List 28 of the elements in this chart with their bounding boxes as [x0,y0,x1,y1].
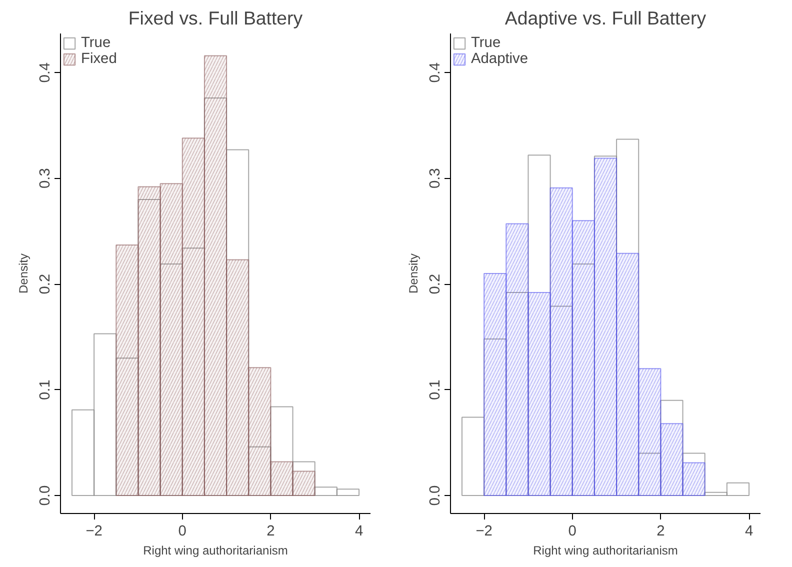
x-tick-label: 0 [568,524,576,540]
y-axis-title: Density [16,253,30,294]
x-tick-label: −2 [476,524,492,540]
y-tick-label: 0.3 [428,168,444,189]
x-tick-label: 4 [354,524,364,540]
y-tick-label: 0.4 [38,62,54,83]
x-tick-label: 2 [266,524,275,540]
y-tick-label: 0.0 [38,485,54,506]
x-tick-label: 0 [178,524,186,540]
x-tick-label: 4 [744,524,754,540]
y-tick-label: 0.2 [38,274,54,294]
x-tick-label: 2 [656,524,665,540]
legend-label: True [81,35,111,51]
y-tick-label: 0.4 [428,62,444,83]
legend-label: True [471,35,501,51]
x-tick-label: −2 [86,524,102,540]
y-tick-label: 0.2 [428,274,444,294]
x-axis-title: Right wing authoritarianism [533,544,678,558]
legend-label: Adaptive [471,51,528,67]
chart-title: Adaptive vs. Full Battery [504,8,707,28]
y-tick-label: 0.1 [38,380,54,400]
chart-title: Fixed vs. Full Battery [128,8,304,28]
y-axis-title: Density [406,253,420,294]
y-tick-label: 0.1 [428,380,444,400]
y-tick-label: 0.0 [428,485,444,506]
y-tick-label: 0.3 [38,168,54,189]
x-axis-title: Right wing authoritarianism [143,544,288,558]
legend-label: Fixed [81,51,117,67]
